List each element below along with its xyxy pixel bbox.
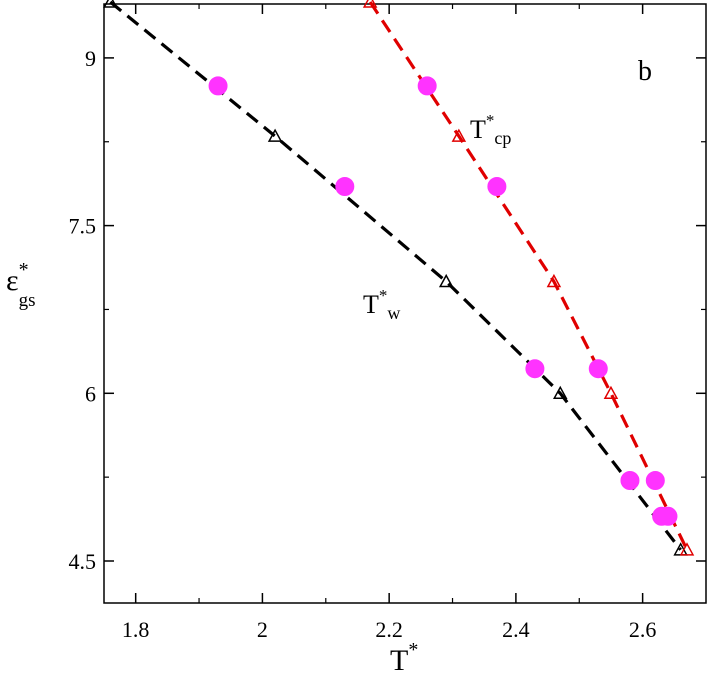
- x-axis-title: T*: [390, 639, 418, 677]
- y-tick-label: 7.5: [69, 214, 97, 239]
- x-tick-label: 2.6: [629, 617, 657, 642]
- circle-marker: [645, 471, 665, 491]
- triangle-marker: [546, 273, 562, 288]
- circle-marker: [620, 471, 640, 491]
- x-tick-label: 2: [257, 617, 268, 642]
- y-tick-label: 4.5: [69, 549, 97, 574]
- circle-marker: [525, 359, 545, 379]
- y-tick-label: 9: [85, 46, 96, 71]
- triangle-marker: [362, 0, 378, 8]
- series-line-0: [109, 0, 682, 551]
- x-tick-label: 2.2: [375, 617, 403, 642]
- triangle-marker: [552, 385, 568, 400]
- circle-marker: [417, 76, 437, 96]
- plot-elements: 1.8 2 2.2 2.4 2.6 4.5 6 7.5 9: [69, 0, 707, 642]
- series-label-w: T*w: [363, 286, 400, 323]
- triangle-marker: [451, 128, 467, 142]
- x-tick-label: 2.4: [502, 617, 530, 642]
- panel-label: b: [638, 56, 652, 87]
- series-label-cp: T*cp: [470, 111, 511, 148]
- y-axis-title: ε* gs: [6, 259, 36, 311]
- circle-marker: [208, 76, 228, 96]
- triangle-marker: [267, 128, 283, 142]
- triangle-marker: [679, 542, 695, 556]
- circle-marker: [652, 506, 672, 526]
- x-tick-label: 1.8: [122, 617, 150, 642]
- triangle-marker: [103, 0, 118, 8]
- triangle-marker: [603, 385, 619, 400]
- triangle-marker: [438, 273, 454, 288]
- y-tick-label: 6: [85, 381, 96, 406]
- series-line-1: [368, 1, 689, 551]
- circle-marker: [335, 176, 355, 196]
- circle-marker: [487, 176, 507, 196]
- plot-frame: [103, 3, 707, 604]
- circle-marker: [588, 359, 608, 379]
